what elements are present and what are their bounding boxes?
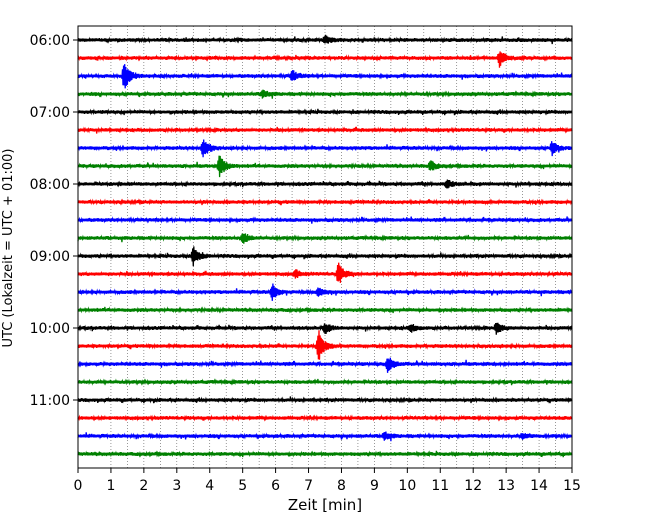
seismogram-trace bbox=[77, 179, 573, 189]
x-tick-label: 6 bbox=[271, 478, 280, 494]
seismogram-trace bbox=[77, 155, 573, 178]
y-axis-label: UTC (Lokalzeit = UTC + 01:00) bbox=[1, 149, 16, 348]
y-tick-label: 10:00 bbox=[30, 321, 70, 337]
x-tick-label: 14 bbox=[530, 478, 548, 494]
x-tick-label: 13 bbox=[497, 478, 515, 494]
y-tick-label: 11:00 bbox=[30, 393, 70, 409]
seismogram-trace bbox=[77, 330, 573, 360]
x-tick-label: 5 bbox=[238, 478, 247, 494]
seismogram-trace bbox=[77, 322, 573, 335]
x-tick-label: 12 bbox=[464, 478, 482, 494]
x-tick-label: 15 bbox=[563, 478, 581, 494]
y-tick-label: 08:00 bbox=[30, 177, 70, 193]
y-tick-label: 07:00 bbox=[30, 105, 70, 121]
seismogram-trace bbox=[77, 89, 573, 99]
plot-background bbox=[78, 26, 572, 468]
x-axis-label: Zeit [min] bbox=[288, 496, 362, 514]
x-tick-label: 11 bbox=[431, 478, 449, 494]
x-tick-label: 10 bbox=[398, 478, 416, 494]
x-tick-label: 9 bbox=[370, 478, 379, 494]
x-tick-label: 4 bbox=[205, 478, 214, 494]
seismogram-traces bbox=[77, 34, 573, 458]
x-tick-label: 3 bbox=[172, 478, 181, 494]
x-tick-label: 8 bbox=[337, 478, 346, 494]
y-tick-label: 09:00 bbox=[30, 249, 70, 265]
y-tick-label: 06:00 bbox=[30, 33, 70, 49]
seismogram-trace bbox=[77, 139, 573, 158]
x-tick-label: 0 bbox=[74, 478, 83, 494]
seismogram-trace bbox=[77, 126, 573, 134]
seismogram-trace bbox=[77, 198, 573, 206]
x-tick-label: 1 bbox=[106, 478, 115, 494]
plot-frame bbox=[77, 25, 573, 469]
y-axis-ticks: 06:00 07:00 08:00 09:00 10:00 11:00 bbox=[30, 33, 78, 409]
x-axis-ticks: 0 1 2 3 4 5 6 7 8 9 10 11 12 13 14 15 bbox=[74, 468, 581, 494]
x-tick-label: 2 bbox=[139, 478, 148, 494]
seismogram-trace bbox=[77, 108, 573, 116]
x-tick-label: 7 bbox=[304, 478, 313, 494]
seismogram-trace bbox=[77, 450, 573, 458]
